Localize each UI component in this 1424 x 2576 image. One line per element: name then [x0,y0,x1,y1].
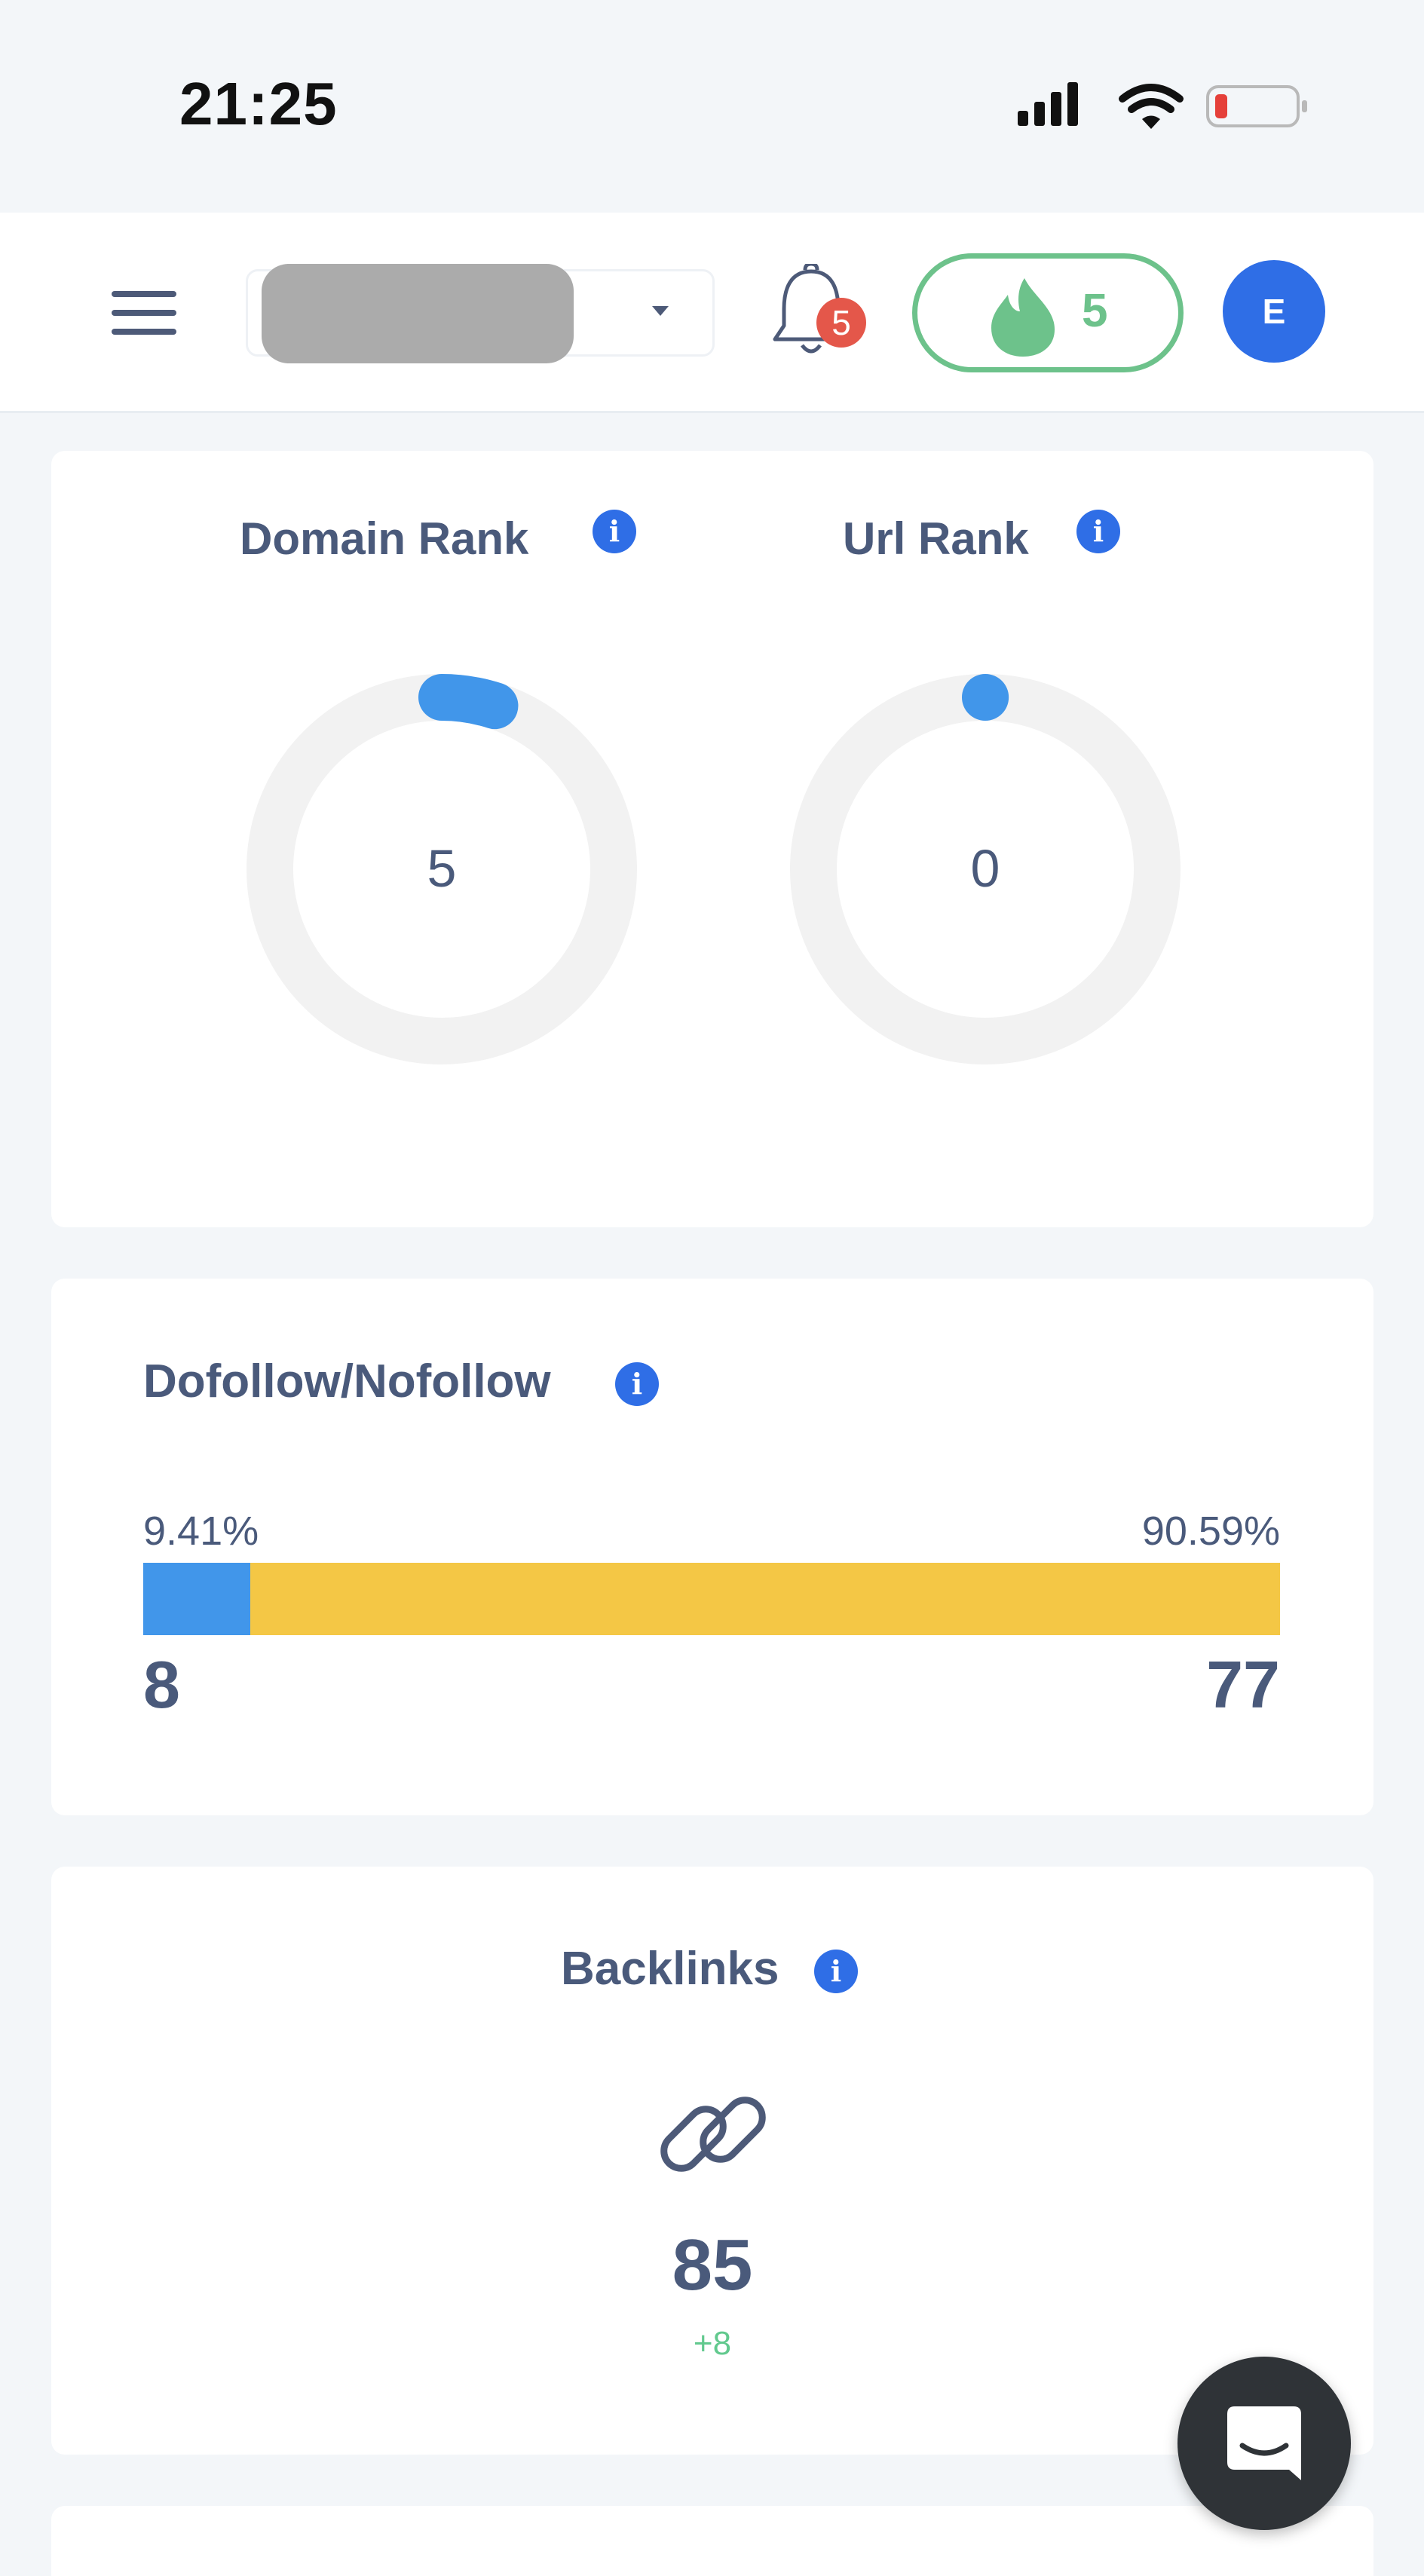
dofollow-nofollow-title: Dofollow/Nofollow [143,1355,551,1407]
link-icon [660,2097,766,2172]
url-rank-info-icon[interactable]: i [1076,510,1120,553]
backlinks-value: 85 [672,2225,753,2305]
nofollow-percent: 90.59% [1141,1509,1280,1554]
dofollow-percent: 9.41% [143,1509,259,1554]
notification-badge: 5 [816,298,866,348]
url-rank-title: Url Rank [843,513,1029,564]
menu-icon [112,291,176,297]
dofollow-info-icon[interactable]: i [615,1362,659,1406]
chat-icon [1227,2406,1301,2480]
dofollow-bar-segment [143,1563,250,1635]
domain-rank-arc [418,674,519,730]
backlinks-info-icon[interactable]: i [814,1950,858,1993]
nofollow-count: 77 [1206,1647,1280,1722]
caret-down-icon [652,306,669,316]
url-rank-gauge [790,673,1181,1064]
streak-count: 5 [1082,285,1108,337]
status-bar: 21:25 [0,0,1424,213]
domain-rank-title: Domain Rank [240,513,529,564]
project-name-redacted [262,264,574,363]
url-rank-value: 0 [970,839,1000,898]
app-header [0,213,1424,413]
status-icons [1018,82,1307,129]
domain-rank-info-icon[interactable]: i [593,510,636,553]
next-card [51,2506,1373,2576]
domain-rank-gauge [247,674,637,1064]
project-select[interactable] [246,264,715,363]
battery-icon [1206,85,1307,127]
flame-icon [991,278,1055,357]
backlinks-delta: +8 [693,2325,732,2362]
avatar[interactable]: E [1223,260,1325,363]
dofollow-count: 8 [143,1647,180,1722]
signal-icon [1018,82,1078,126]
domain-rank-value: 5 [427,839,457,898]
streak-button[interactable]: 5 [912,253,1184,372]
dofollow-nofollow-bar [143,1563,1280,1635]
backlinks-title: Backlinks [561,1943,779,1995]
status-time: 21:25 [179,70,338,137]
dofollow-nofollow-card [51,1279,1373,1815]
wifi-icon [1119,84,1184,129]
menu-button[interactable] [106,286,181,339]
chat-button[interactable] [1177,2357,1351,2530]
bell-icon[interactable] [761,264,874,362]
